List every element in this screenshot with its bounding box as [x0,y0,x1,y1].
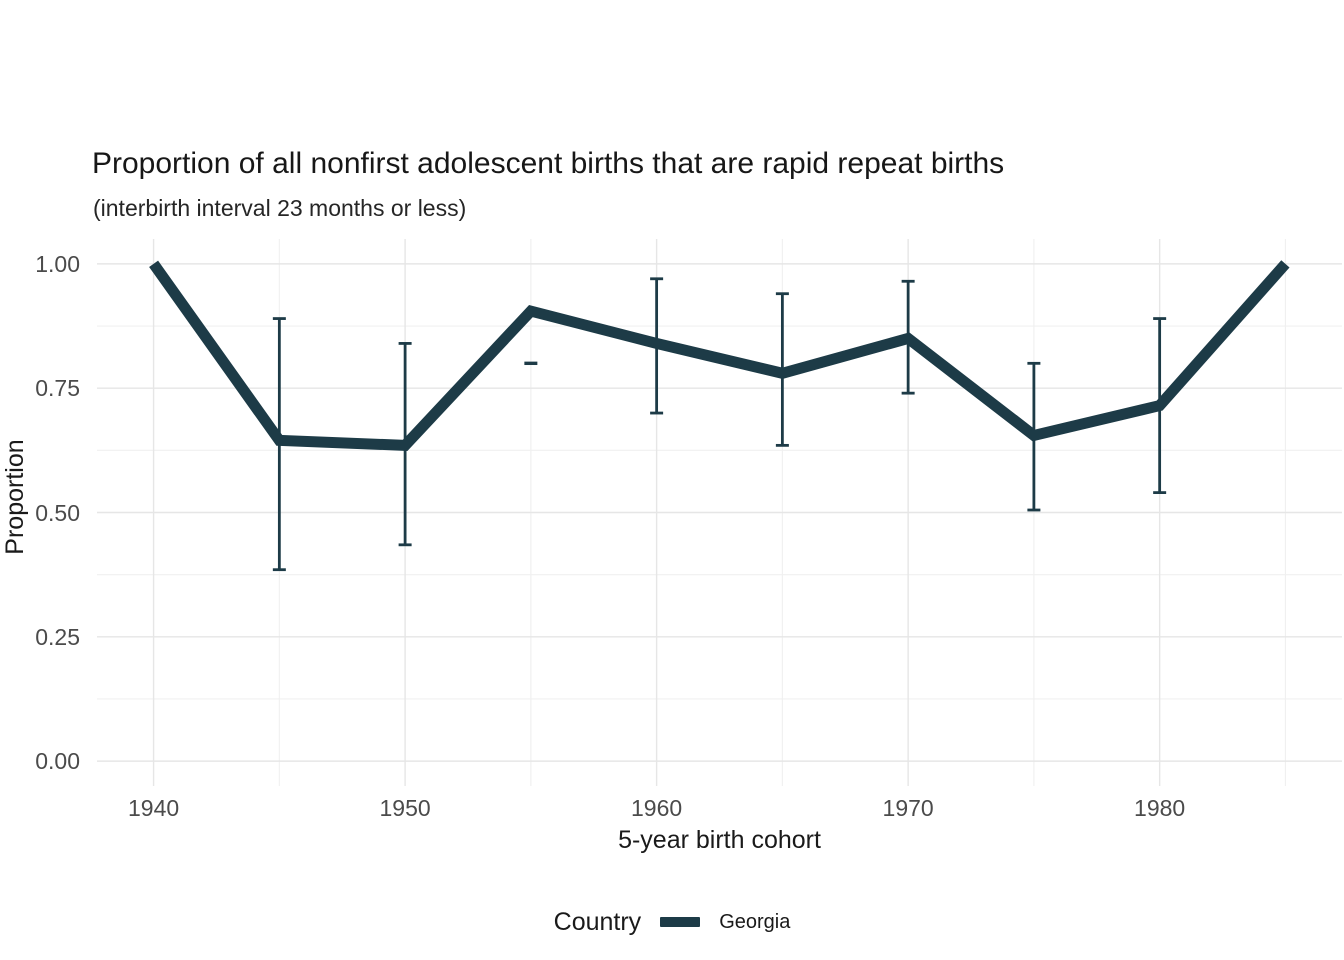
chart-subtitle: (interbirth interval 23 months or less) [93,195,467,221]
series-line-georgia [149,260,1290,451]
x-axis-title: 5-year birth cohort [618,826,821,854]
legend-label-georgia: Georgia [719,910,791,933]
legend-swatch-line-icon [660,917,701,927]
legend: Country Georgia [0,900,1344,944]
x-tick-label: 1960 [631,795,683,821]
y-tick-label: 0.25 [35,623,80,650]
y-tick-label: 1.00 [35,250,80,277]
x-tick-label: 1950 [379,795,431,821]
y-tick-label: 0.75 [35,375,80,402]
y-tick-label: 0.50 [35,499,80,526]
x-tick-label: 1980 [1134,795,1186,821]
x-tick-label: 1970 [882,795,934,821]
legend-title: Country [553,907,642,936]
x-tick-label: 1940 [127,795,180,821]
y-tick-label: 0.00 [35,748,80,775]
chart-title: Proportion of all nonfirst adolescent bi… [92,147,1005,180]
